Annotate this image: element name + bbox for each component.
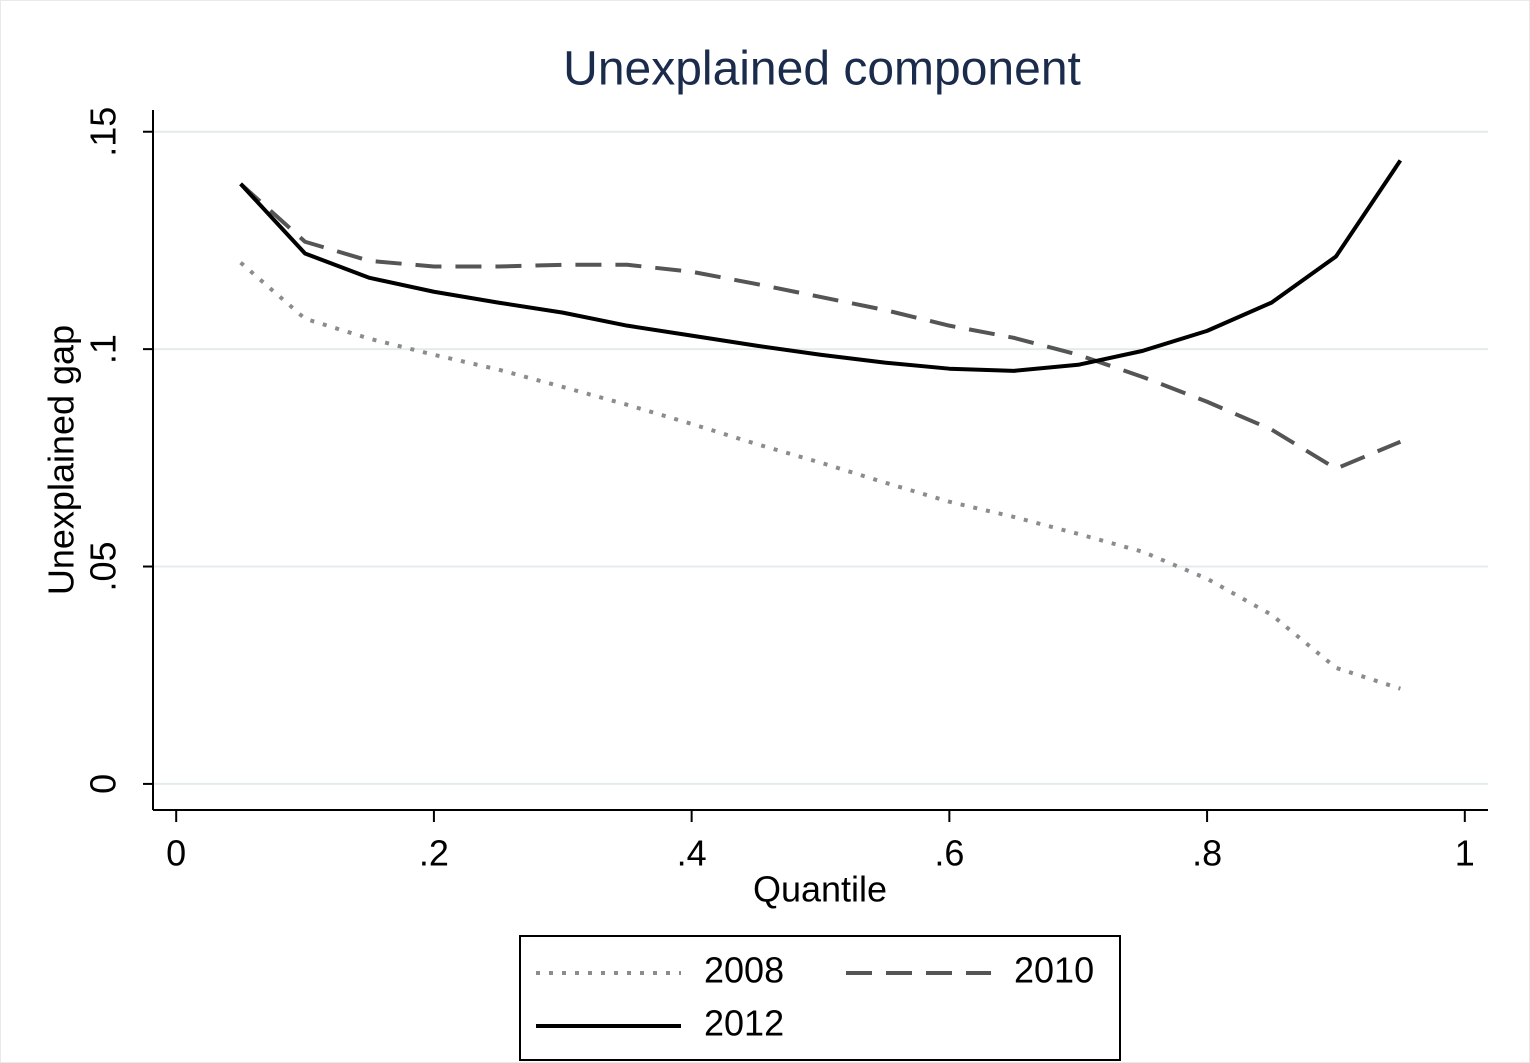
y-tick-label: .05 (83, 541, 124, 591)
y-tick-label: 0 (83, 774, 124, 794)
y-tick-label: .1 (83, 334, 124, 364)
x-tick-label: .8 (1192, 833, 1222, 874)
x-tick-label: 0 (166, 833, 186, 874)
x-axis-title: Quantile (753, 869, 887, 910)
series-line (239, 159, 1403, 373)
chart-title: Unexplained component (563, 43, 1081, 96)
x-tick-label: .6 (934, 833, 964, 874)
legend-label: 2012 (704, 1003, 784, 1044)
series-line (239, 182, 1402, 471)
x-tick-label: .2 (419, 833, 449, 874)
x-tick-label: .4 (677, 833, 707, 874)
legend-label: 2008 (704, 950, 784, 991)
x-tick-label: 1 (1455, 833, 1475, 874)
legend-box (519, 935, 1121, 1061)
legend-label: 2010 (1014, 950, 1094, 991)
y-axis-title: Unexplained gap (41, 325, 82, 595)
y-tick-label: .15 (83, 107, 124, 157)
